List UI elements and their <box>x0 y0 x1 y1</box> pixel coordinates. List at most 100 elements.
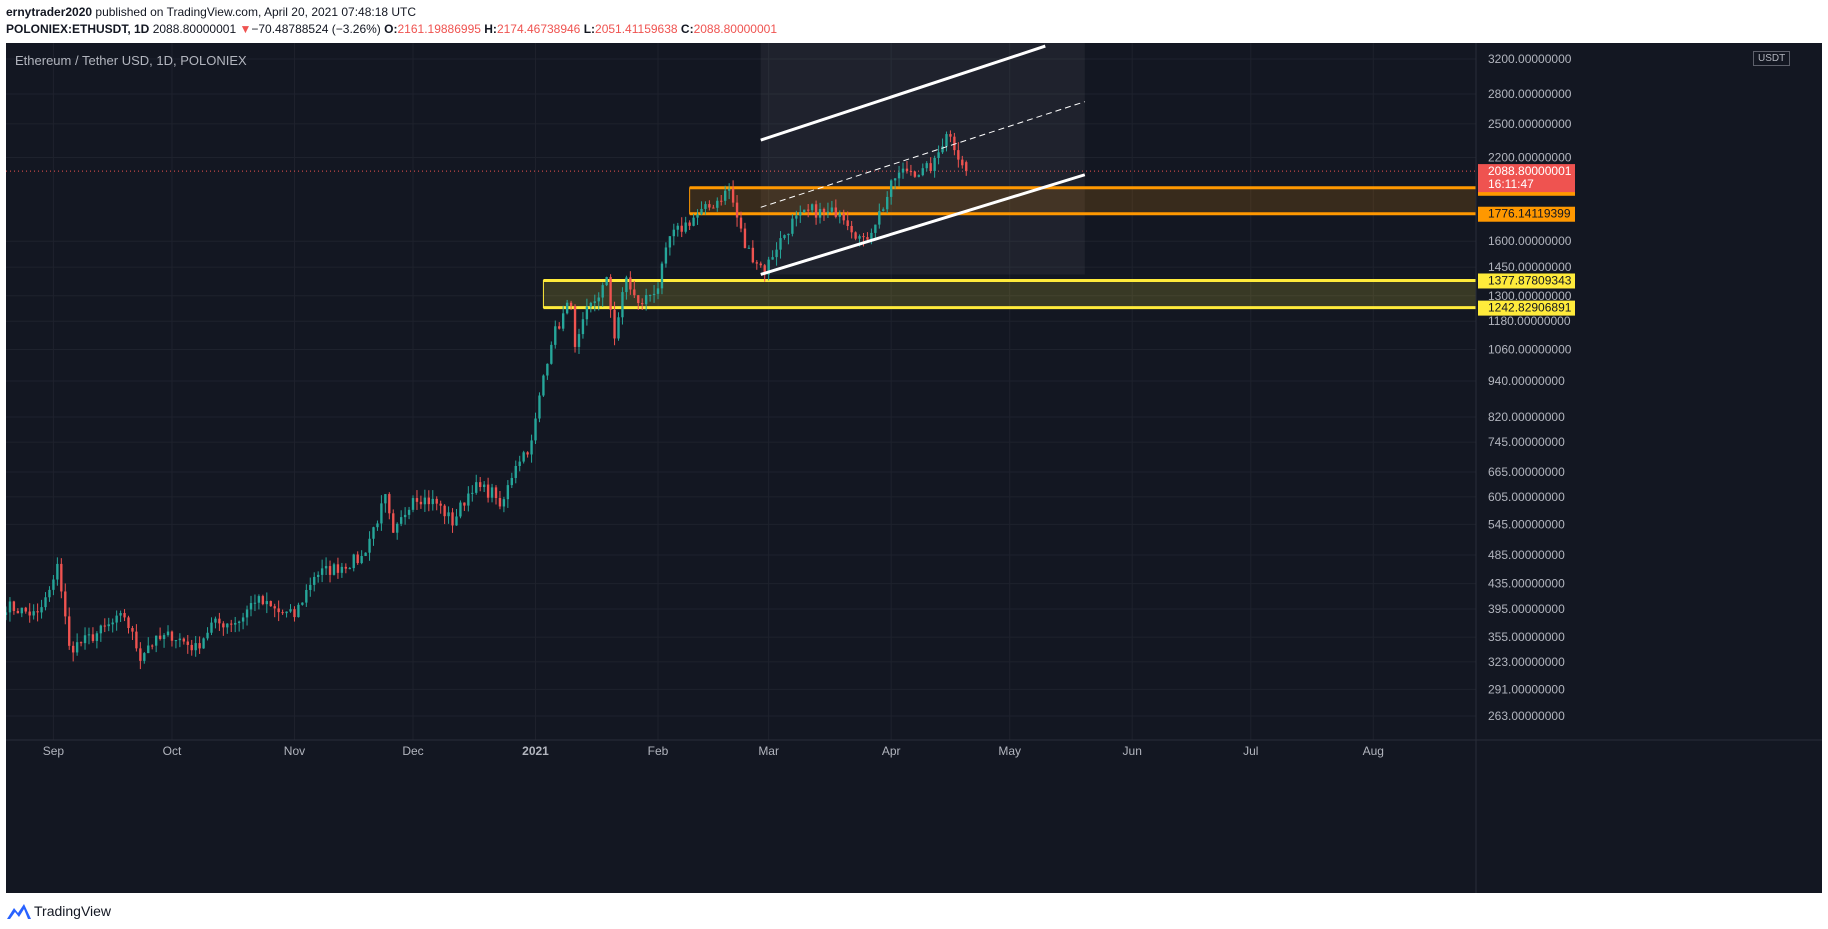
candle-body <box>771 257 774 260</box>
publish-info: ernytrader2020 published on TradingView.… <box>6 4 416 20</box>
candle-body <box>550 344 553 364</box>
axes[interactable]: 3200.00000000 2800.00000000 2500.00000000 2… <box>6 43 1822 893</box>
y-tick-label: 665.00000000 <box>1488 465 1565 479</box>
y-tick-label: 3200.00000000 <box>1488 52 1572 66</box>
candle-body <box>617 317 620 339</box>
candle-body <box>577 334 581 347</box>
candle-body <box>56 563 59 580</box>
candle-body <box>700 208 703 215</box>
candles <box>6 130 968 670</box>
channel-shade <box>760 43 1085 275</box>
candle-body <box>265 601 268 605</box>
candle-body <box>569 302 573 307</box>
candle-body <box>431 498 434 505</box>
candle-body <box>818 209 822 218</box>
candle-body <box>8 601 12 613</box>
candle-body <box>151 645 154 647</box>
candle-body <box>364 552 367 557</box>
price-labels: 1960.382740531776.141193991377.878093431… <box>1478 164 1575 316</box>
candle-body <box>293 609 296 618</box>
y-tick-label: 545.00000000 <box>1488 517 1565 531</box>
candle-body <box>277 608 280 613</box>
candle-body <box>467 493 470 506</box>
candle-body <box>850 225 853 233</box>
channel-lower-line <box>760 173 1086 276</box>
candle-body <box>24 607 27 612</box>
candle-body <box>36 611 39 613</box>
tradingview-brand[interactable]: TradingView <box>34 903 112 919</box>
zone-yellow-top-label: 1377.87809343 <box>1488 273 1572 287</box>
candle-body <box>226 623 229 628</box>
candle-body <box>834 207 838 217</box>
candle-body <box>486 484 490 498</box>
candle-body <box>40 607 43 613</box>
candle-body <box>107 624 110 627</box>
open-label: O: <box>384 22 398 36</box>
tradingview-logo-icon[interactable] <box>6 901 32 921</box>
candle-body <box>178 638 182 641</box>
candle-body <box>668 236 672 248</box>
candle-body <box>407 509 411 515</box>
candle-body <box>471 492 474 494</box>
chart-area[interactable]: 3200.00000000 2800.00000000 2500.00000000 2… <box>6 43 1822 893</box>
candle-body <box>139 648 142 661</box>
candle-body <box>16 610 20 614</box>
candle-body <box>763 265 766 275</box>
candle-body <box>162 635 166 639</box>
candle-body <box>399 517 403 524</box>
candle-body <box>727 188 731 191</box>
candle-body <box>103 625 106 627</box>
candle-body <box>135 631 138 649</box>
candle-body <box>724 190 727 201</box>
candle-body <box>447 512 450 517</box>
candle-body <box>12 601 16 611</box>
high-label: H: <box>484 22 497 36</box>
candle-body <box>965 162 968 172</box>
candle-body <box>198 643 201 649</box>
last-price-label-bg <box>1478 164 1575 193</box>
candle-body <box>75 642 79 653</box>
candle-body <box>301 602 304 605</box>
y-tick-label: 820.00000000 <box>1488 410 1565 424</box>
y-tick-label: 1180.00000000 <box>1488 314 1571 328</box>
candle-body <box>637 295 640 304</box>
candle-body <box>95 633 99 641</box>
candle-body <box>664 247 668 264</box>
candle-body <box>787 233 790 236</box>
candle-body <box>585 306 589 320</box>
candle-body <box>490 487 494 498</box>
x-tick-label: Apr <box>882 744 901 758</box>
candle-body <box>648 294 652 296</box>
publisher-name[interactable]: ernytrader2020 <box>6 5 93 19</box>
candle-body <box>759 263 762 266</box>
candle-body <box>644 295 648 305</box>
y-tick-label: 323.00000000 <box>1488 655 1565 669</box>
candle-body <box>455 516 458 526</box>
down-arrow-icon: ▼ <box>239 22 252 36</box>
x-tick-label: Mar <box>758 744 779 758</box>
y-tick-label: 485.00000000 <box>1488 548 1565 562</box>
candle-body <box>806 209 810 211</box>
zone-yellow-top-label-bg <box>1478 273 1575 289</box>
candle-body <box>119 613 122 616</box>
candle-body <box>48 589 51 598</box>
price-chart[interactable]: 3200.00000000 2800.00000000 2500.00000000 2… <box>6 43 1822 893</box>
candle-body <box>949 134 952 137</box>
candle-body <box>415 498 419 502</box>
currency-badge[interactable]: USDT <box>1753 51 1791 66</box>
candle-body <box>514 466 517 478</box>
candle-body <box>498 498 502 507</box>
candle-body <box>597 297 600 302</box>
candle-body <box>660 263 664 289</box>
candle-body <box>170 631 174 641</box>
candle-body <box>913 171 917 177</box>
candle-body <box>356 554 359 564</box>
candle-body <box>838 213 841 217</box>
y-tick-label: 355.00000000 <box>1488 630 1565 644</box>
candle-body <box>613 309 616 339</box>
zone-yellow-bottom-label-bg <box>1478 300 1575 316</box>
candle-body <box>795 215 798 219</box>
low-label: L: <box>583 22 596 36</box>
candle-body <box>313 576 316 585</box>
candle-body <box>565 302 569 314</box>
